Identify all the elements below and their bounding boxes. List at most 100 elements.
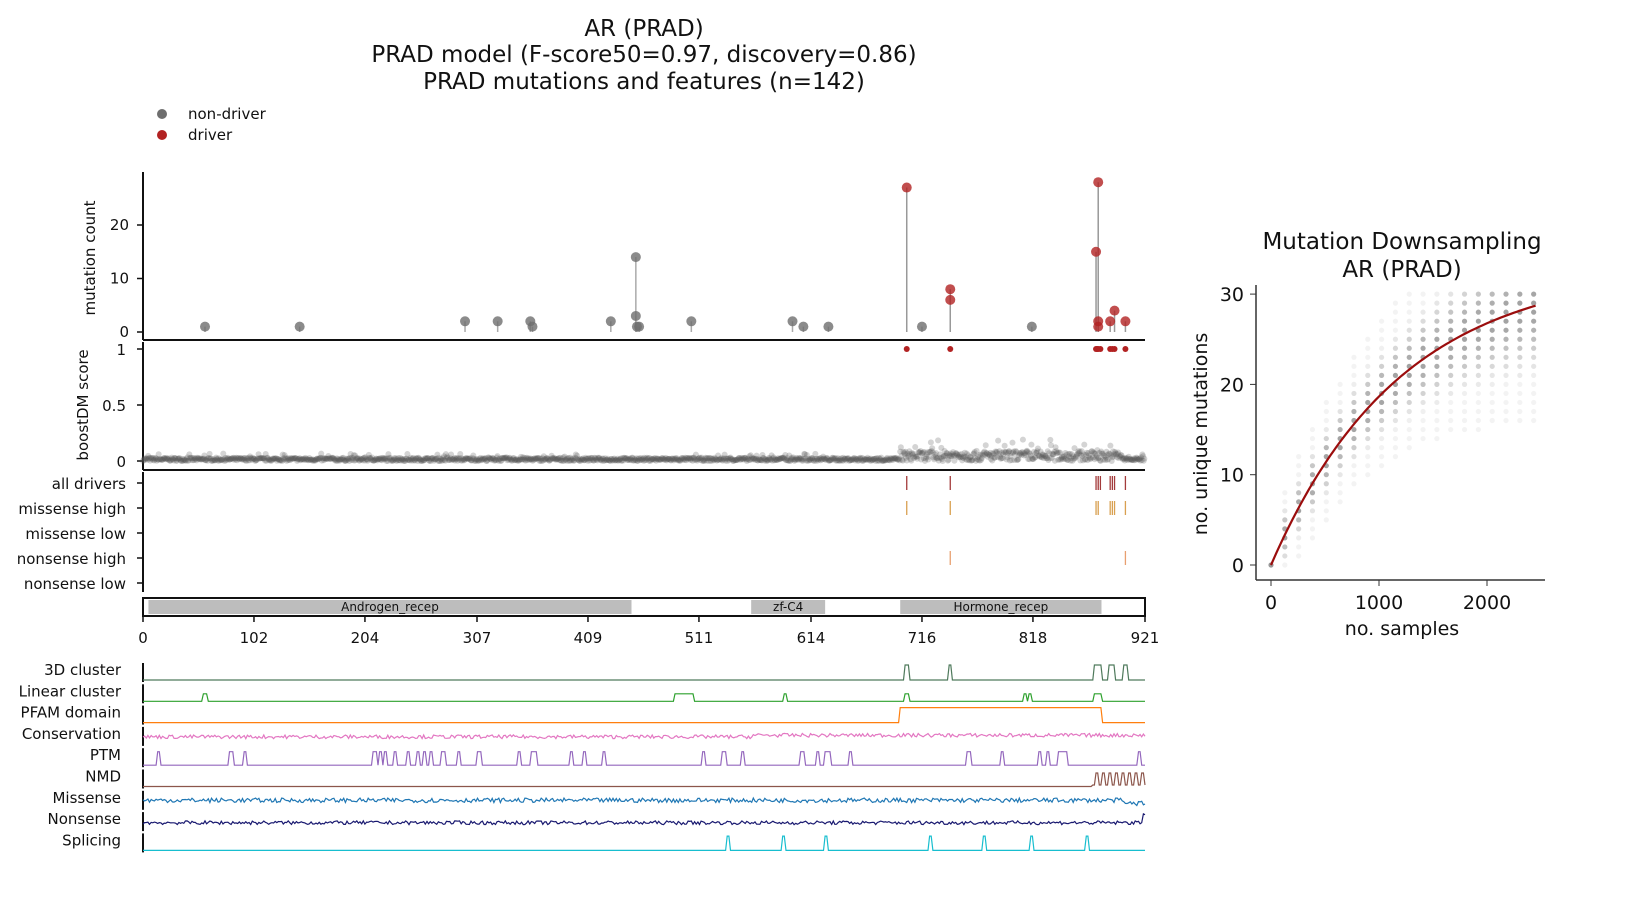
score-point	[913, 453, 920, 460]
score-point	[1077, 457, 1084, 464]
downsample-point	[1448, 354, 1454, 360]
score-point	[829, 454, 836, 461]
score-point	[365, 451, 372, 458]
score-point	[331, 456, 338, 463]
downsample-point	[1489, 354, 1495, 360]
score-point	[196, 456, 203, 463]
downsample-point	[1378, 363, 1385, 369]
score-point	[745, 455, 752, 462]
score-point	[388, 456, 395, 463]
score-point	[1034, 445, 1041, 452]
downsample-point	[1475, 309, 1481, 315]
score-point	[840, 454, 847, 461]
score-point	[1102, 456, 1109, 463]
score-point	[402, 457, 409, 464]
score-point	[697, 457, 704, 464]
score-point	[305, 456, 312, 463]
downsample-point	[1489, 372, 1495, 378]
score-point	[833, 457, 840, 464]
downsample-point	[1365, 381, 1371, 387]
score-point	[715, 456, 722, 463]
score-point	[626, 457, 633, 464]
downsample-point	[1420, 381, 1426, 387]
score-point	[231, 455, 238, 462]
downsample-point	[1517, 300, 1523, 306]
score-point	[1097, 457, 1104, 464]
downsampling-subtitle: AR (PRAD)	[1342, 257, 1461, 283]
score-point	[246, 457, 253, 464]
score-point	[832, 457, 839, 464]
score-point	[218, 457, 225, 464]
score-point	[546, 457, 553, 464]
score-point	[253, 457, 260, 464]
score-point	[510, 455, 517, 462]
score-point	[981, 448, 988, 455]
score-point	[1041, 452, 1048, 459]
downsample-point	[1420, 417, 1426, 424]
score-point	[1044, 448, 1051, 455]
score-point	[939, 457, 946, 464]
score-point	[537, 457, 544, 464]
score-point	[359, 457, 366, 464]
score-point	[875, 457, 882, 464]
score-point	[408, 456, 415, 463]
score-point	[867, 457, 874, 464]
score-point	[632, 456, 639, 463]
score-point	[554, 455, 561, 462]
track-label-missense-low: missense low	[25, 525, 126, 543]
score-point	[502, 454, 509, 461]
score-point	[244, 455, 251, 462]
score-point	[388, 457, 395, 464]
score-point	[1054, 449, 1061, 456]
score-point	[356, 457, 363, 464]
score-point	[380, 454, 387, 461]
score-point	[903, 454, 910, 461]
score-point	[969, 456, 976, 463]
score-point	[651, 456, 658, 463]
score-point	[660, 456, 667, 463]
score-point	[454, 457, 461, 464]
score-point	[193, 457, 200, 464]
downsample-point	[1378, 435, 1385, 442]
score-point	[282, 454, 289, 461]
score-point	[1113, 451, 1120, 458]
score-point	[421, 455, 428, 462]
score-point	[914, 455, 921, 462]
score-point	[661, 455, 668, 462]
score-point	[412, 457, 419, 464]
score-point	[285, 455, 292, 462]
downsample-point	[1531, 291, 1537, 297]
score-point	[515, 457, 522, 464]
downsample-point	[1503, 372, 1509, 378]
score-point	[1067, 457, 1074, 464]
score-point	[664, 455, 671, 462]
downsample-point	[1309, 426, 1316, 433]
score-point	[662, 454, 669, 461]
score-point	[339, 456, 346, 463]
track-label-nonsense-high: nonsense high	[17, 550, 126, 568]
score-point	[263, 457, 270, 464]
score-point	[772, 455, 779, 462]
score-point	[146, 454, 153, 461]
downsample-point	[1475, 372, 1481, 378]
score-point	[301, 455, 308, 462]
score-point	[442, 457, 449, 464]
score-point	[758, 457, 765, 464]
downsample-point	[1365, 336, 1371, 342]
score-point	[948, 453, 955, 460]
score-point	[882, 457, 889, 464]
score-point	[257, 455, 264, 462]
score-point	[260, 455, 267, 462]
score-point	[641, 457, 648, 464]
score-point	[440, 456, 447, 463]
score-point	[786, 452, 793, 459]
downsample-point	[1531, 336, 1537, 342]
score-point	[1123, 456, 1130, 463]
score-point	[1118, 452, 1125, 459]
score-point	[790, 454, 797, 461]
score-point	[964, 457, 971, 464]
score-point	[947, 450, 954, 457]
score-point	[597, 457, 604, 464]
score-point	[623, 455, 630, 462]
score-point	[1088, 448, 1095, 455]
